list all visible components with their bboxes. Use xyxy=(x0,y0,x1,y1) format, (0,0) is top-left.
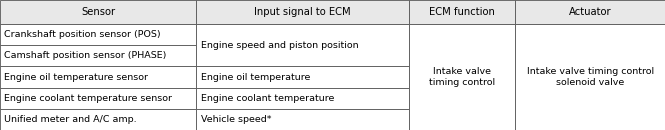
Text: Input signal to ECM: Input signal to ECM xyxy=(254,7,351,17)
Bar xyxy=(196,0,409,24)
Bar xyxy=(0,66,196,88)
Text: ECM function: ECM function xyxy=(429,7,495,17)
Bar xyxy=(0,0,196,24)
Bar xyxy=(515,24,665,130)
Text: Engine oil temperature: Engine oil temperature xyxy=(201,73,311,82)
Text: Crankshaft position sensor (POS): Crankshaft position sensor (POS) xyxy=(4,30,161,39)
Bar xyxy=(0,109,196,130)
Text: Engine oil temperature sensor: Engine oil temperature sensor xyxy=(4,73,148,82)
Text: Vehicle speed*: Vehicle speed* xyxy=(201,115,272,124)
Text: Camshaft position sensor (PHASE): Camshaft position sensor (PHASE) xyxy=(4,51,166,60)
Bar xyxy=(409,24,515,130)
Bar xyxy=(196,24,409,66)
Bar xyxy=(0,24,196,45)
Text: Sensor: Sensor xyxy=(81,7,115,17)
Bar xyxy=(409,0,515,24)
Text: Intake valve timing control
solenoid valve: Intake valve timing control solenoid val… xyxy=(527,67,654,87)
Text: Intake valve
timing control: Intake valve timing control xyxy=(429,67,495,87)
Bar xyxy=(515,0,665,24)
Text: Engine coolant temperature sensor: Engine coolant temperature sensor xyxy=(4,94,172,103)
Bar xyxy=(0,88,196,109)
Bar xyxy=(196,109,409,130)
Text: Unified meter and A/C amp.: Unified meter and A/C amp. xyxy=(4,115,136,124)
Text: Engine speed and piston position: Engine speed and piston position xyxy=(201,41,359,50)
Text: Engine coolant temperature: Engine coolant temperature xyxy=(201,94,335,103)
Text: Actuator: Actuator xyxy=(569,7,612,17)
Bar xyxy=(196,66,409,88)
Bar xyxy=(0,45,196,66)
Bar xyxy=(196,88,409,109)
